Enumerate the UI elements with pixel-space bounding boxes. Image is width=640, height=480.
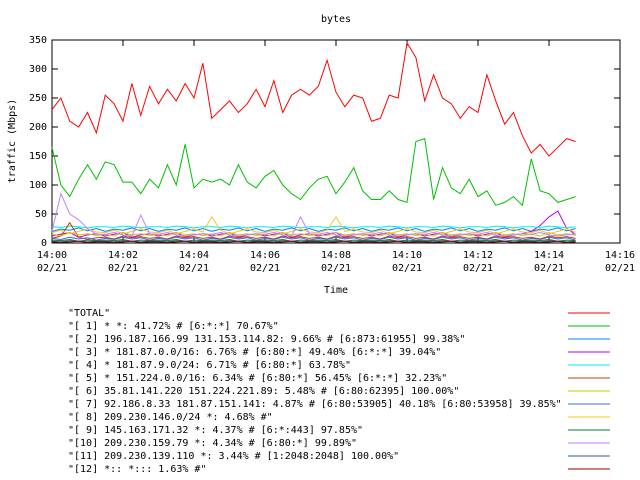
legend-label: "[ 5] * 151.224.0.0/16: 6.34% # [6:80:*]… [68, 373, 447, 384]
series-line [51, 41, 576, 157]
legend-label: "[ 3] * 181.87.0.0/16: 6.76% # [6:80:*] … [68, 347, 441, 358]
legend-label: "TOTAL" [68, 308, 110, 319]
series-line [51, 240, 576, 243]
x-tick-label: 14:04 02/21 [178, 250, 210, 274]
legend-label: "[ 6] 35.81.141.220 151.224.221.89: 5.48… [68, 386, 459, 397]
x-tick-label: 14:14 02/21 [533, 250, 565, 274]
series-line [51, 239, 576, 242]
legend-label: "[ 4] * 181.87.9.0/24: 6.71% # [6:80:*] … [68, 360, 351, 371]
series-line [51, 236, 576, 241]
series-line [51, 215, 576, 235]
y-tick-label: 150 [29, 151, 47, 162]
x-tick-label: 14:12 02/21 [462, 250, 494, 274]
plot-border [51, 39, 621, 244]
y-tick-label: 350 [29, 35, 47, 46]
legend-label: "[12] *:: *::: 1.63% #" [68, 464, 206, 475]
x-tick-label: 14:00 02/21 [36, 250, 68, 274]
y-tick-label: 250 [29, 93, 47, 104]
y-tick-label: 0 [41, 238, 47, 249]
series-line [51, 192, 576, 237]
x-tick-label: 14:02 02/21 [107, 250, 139, 274]
y-axis-label: traffic (Mbps) [7, 99, 18, 183]
series-line [51, 225, 576, 229]
y-tick-label: 200 [29, 122, 47, 133]
y-tick-label: 100 [29, 180, 47, 191]
legend-label: "[10] 209.230.159.79 *: 4.34% # [6:80:*]… [68, 438, 357, 449]
x-tick-label: 14:16 02/21 [604, 250, 636, 274]
x-tick-label: 14:06 02/21 [249, 250, 281, 274]
series-line [51, 232, 576, 237]
x-axis-label: Time [324, 285, 348, 296]
series-line [51, 137, 576, 207]
legend-label: "[ 2] 196.187.166.99 131.153.114.82: 9.6… [68, 334, 465, 345]
y-tick-label: 300 [29, 64, 47, 75]
legend-label: "[ 7] 92.186.8.33 181.87.151.141: 4.87% … [68, 399, 562, 410]
series-line [51, 221, 576, 241]
series-line [51, 227, 576, 232]
y-tick-label: 50 [35, 209, 47, 220]
legend-label: "[11] 209.230.139.110 *: 3.44% # [1:2048… [68, 451, 399, 462]
chart-title: bytes [321, 14, 351, 25]
legend-label: "[ 1] * *: 41.72% # [6:*:*] 70.67%" [68, 321, 279, 332]
legend-label: "[ 8] 209.230.146.0/24 *: 4.68% #" [68, 412, 273, 423]
legend-label: "[ 9] 145.163.171.32 *: 4.37% # [6:*:443… [68, 425, 363, 436]
x-tick-label: 14:08 02/21 [320, 250, 352, 274]
x-tick-label: 14:10 02/21 [391, 250, 423, 274]
